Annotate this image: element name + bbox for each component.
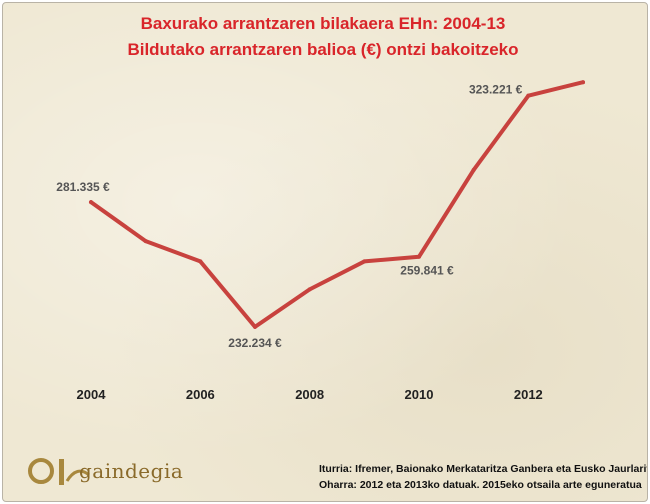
series-group <box>89 80 585 329</box>
data-point <box>526 93 531 98</box>
logo-text: gaindegia <box>79 459 184 483</box>
data-point <box>89 200 93 205</box>
x-tick-label: 2010 <box>405 387 434 402</box>
source-note: Iturria: Ifremer, Baionako Merkataritza … <box>319 463 648 475</box>
x-tick-label: 2008 <box>295 387 324 402</box>
data-point <box>198 259 203 264</box>
data-point <box>417 254 421 259</box>
chart-title: Baxurako arrantzaren bilakaera EHn: 2004… <box>141 14 506 33</box>
data-point <box>581 80 585 85</box>
x-tick-label: 2006 <box>186 387 215 402</box>
data-point <box>471 167 476 172</box>
x-tick-label: 2012 <box>514 387 543 402</box>
data-point <box>253 324 257 329</box>
data-point <box>362 259 367 264</box>
data-label: 323.221 € <box>469 83 523 97</box>
gaindegia-logo <box>28 458 90 485</box>
chart-subtitle: Bildutako arrantzaren balioa (€) ontzi b… <box>127 40 518 59</box>
data-label: 281.335 € <box>56 180 110 194</box>
data-label: 232.234 € <box>228 336 282 350</box>
line-chart: Baxurako arrantzaren bilakaera EHn: 2004… <box>56 14 585 402</box>
series-line <box>89 80 585 329</box>
data-labels: 281.335 € 232.234 € 259.841 € 323.221 € <box>56 83 522 350</box>
data-point <box>143 239 148 244</box>
data-label: 259.841 € <box>400 264 454 278</box>
remark-note: Oharra: 2012 eta 2013ko datuak. 2015eko … <box>319 479 642 491</box>
footer-notes: Iturria: Ifremer, Baionako Merkataritza … <box>319 461 648 493</box>
x-tick-label: 2004 <box>77 387 107 402</box>
x-axis-ticks: 2004 2006 2008 2010 2012 <box>77 387 543 402</box>
data-point <box>307 287 312 292</box>
